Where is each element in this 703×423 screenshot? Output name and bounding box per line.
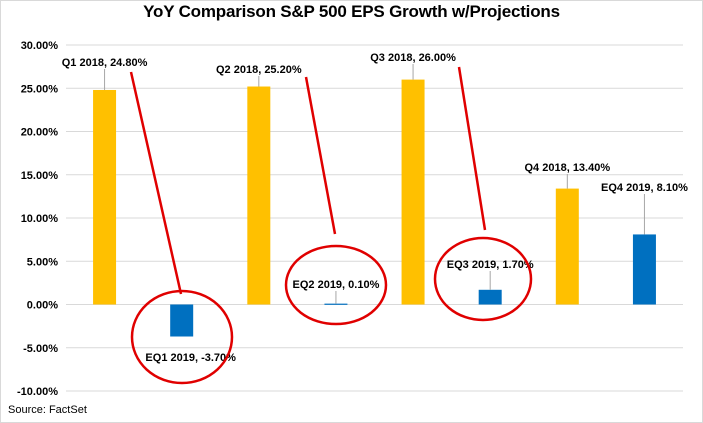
data-label-q2-2018: Q2 2018, 25.20% [216,64,302,76]
annotation-line-eq3-2019 [457,66,487,231]
y-tick-label: 25.00% [21,83,59,95]
bar-q3-2018 [401,79,425,305]
y-tick-label: 10.00% [21,213,59,225]
bar-q4-2018 [555,188,579,305]
data-label-q3-2018: Q3 2018, 26.00% [370,52,456,64]
data-label-q1-2018: Q1 2018, 24.80% [62,57,148,69]
red-annotations [129,66,533,385]
data-label-eq2-2019: EQ2 2019, 0.10% [293,279,380,291]
bar-eq1-2019 [170,304,194,337]
bar-eq3-2019 [478,289,502,305]
data-label-eq3-2019: EQ3 2019, 1.70% [447,259,534,271]
y-axis-tick-labels: 30.00% 25.00% 20.00% 15.00% 10.00% 5.00% 0.00%… [17,40,58,398]
bar-eq2-2019 [324,303,348,305]
annotation-circle-eq3-2019 [433,236,533,322]
y-tick-label: 0.00% [27,300,58,312]
y-tick-label: -5.00% [23,343,58,355]
data-label-eq4-2019: EQ4 2019, 8.10% [601,182,688,194]
annotation-circle-eq1-2019 [130,289,234,385]
source-note: Source: FactSet [8,404,87,416]
bar-q1-2018 [93,89,117,305]
bar-q2-2018 [247,86,271,305]
bars [93,79,656,337]
y-tick-label: 20.00% [21,127,59,139]
annotation-line-eq1-2019 [129,71,183,295]
data-label-eq1-2019: EQ1 2019, -3.70% [145,352,236,364]
y-tick-label: 15.00% [21,170,59,182]
y-tick-label: 30.00% [21,40,59,52]
chart-title: YoY Comparison S&P 500 EPS Growth w/Proj… [143,2,560,21]
data-label-q4-2018: Q4 2018, 13.40% [525,162,611,174]
grid-lines [66,44,683,392]
annotation-circle-eq2-2019 [284,244,388,326]
label-leader-lines [104,64,645,304]
y-tick-label: 5.00% [27,256,58,268]
data-labels: Q1 2018, 24.80% EQ1 2019, -3.70% Q2 2018, … [62,52,688,364]
annotation-line-eq2-2019 [304,76,337,235]
y-tick-label: -10.00% [17,386,58,398]
bar-eq4-2019 [632,234,656,305]
